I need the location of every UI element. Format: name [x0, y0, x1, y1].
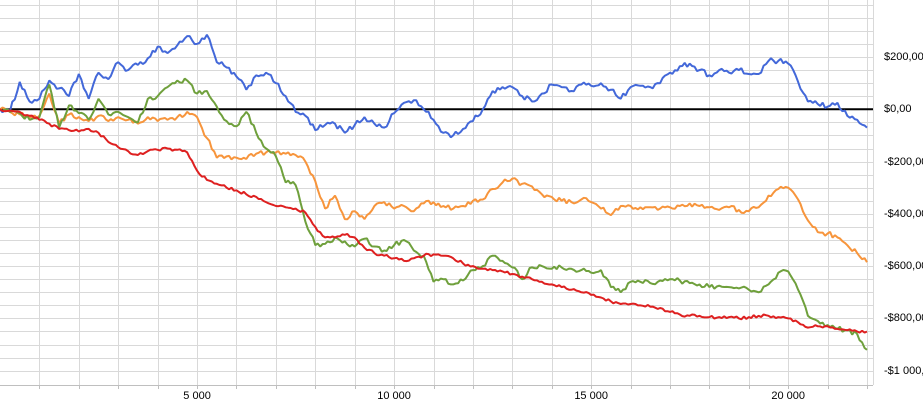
series-line-orange — [0, 93, 868, 263]
x-axis-tick-label: 15 000 — [574, 390, 608, 402]
series-line-red — [0, 108, 868, 334]
x-axis-tick-label: 5 000 — [183, 390, 211, 402]
series-line-green — [0, 77, 868, 351]
y-axis-tick-label: $0,00 — [884, 103, 912, 116]
grid — [0, 0, 873, 385]
series-line-blue — [0, 34, 868, 139]
x-axis-ticks — [39, 385, 868, 389]
y-axis-tick-label: -$200,00 — [884, 155, 923, 168]
y-axis-tick-label: -$800,00 — [884, 312, 923, 325]
y-axis-tick-label: $200,00 — [884, 51, 923, 64]
y-axis-tick-label: -$1 000, — [884, 364, 923, 377]
y-axis-tick-label: -$400,00 — [884, 207, 923, 220]
y-axis-tick-label: -$600,00 — [884, 260, 923, 273]
x-axis-tick-label: 20 000 — [771, 390, 806, 402]
x-axis-tick-label: 10 000 — [377, 390, 411, 402]
